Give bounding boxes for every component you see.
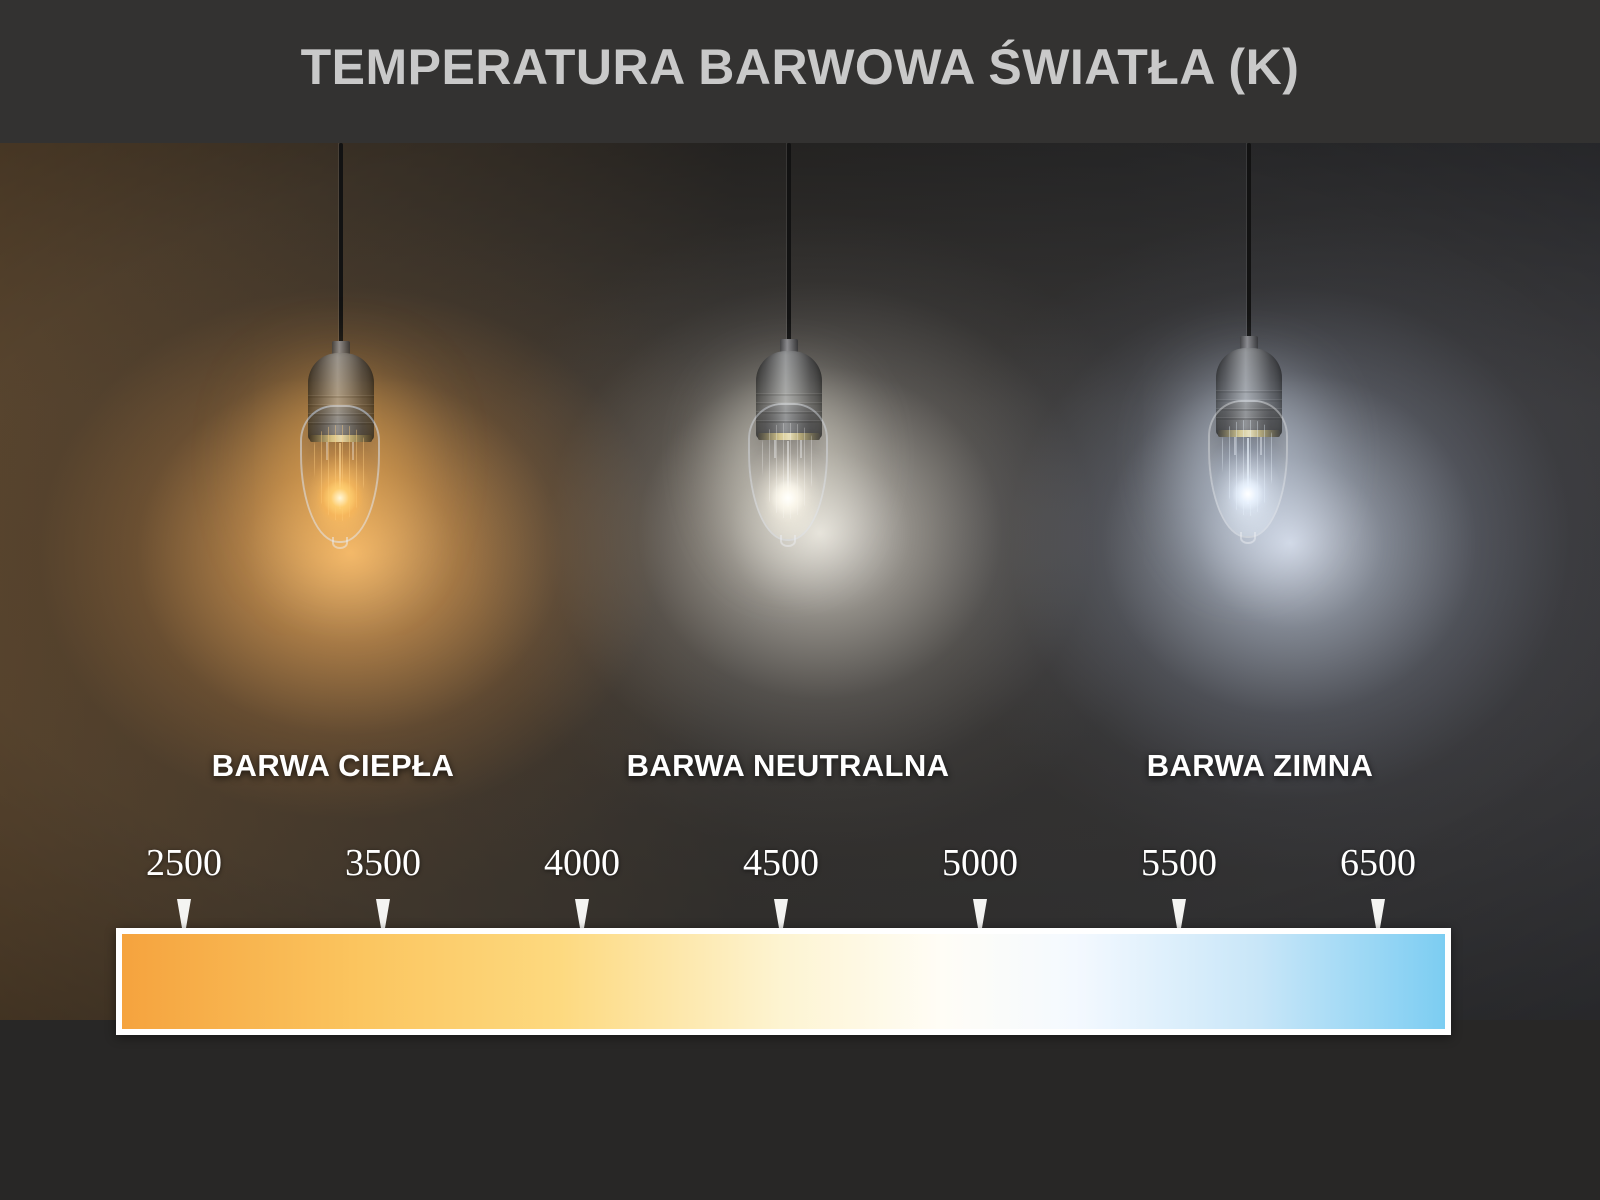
lamp-cord-icon	[786, 143, 791, 346]
bulb-filament-glow-warm	[316, 473, 364, 523]
bulb-tip-cool	[1240, 532, 1256, 544]
header-bar: TEMPERATURA BARWOWA ŚWIATŁA (K)	[0, 0, 1600, 143]
vignette-overlay	[0, 143, 1600, 1020]
tick-label-6500: 6500	[1340, 842, 1416, 884]
tick-label-4000: 4000	[544, 842, 620, 884]
tick-label-4500: 4500	[743, 842, 819, 884]
tick-label-2500: 2500	[146, 842, 222, 884]
lamp-cord-icon	[338, 143, 343, 348]
tick-label-5500: 5500	[1141, 842, 1217, 884]
bulb-filament-glow-cool	[1226, 471, 1270, 517]
footer-band	[0, 1020, 1600, 1200]
tick-label-3500: 3500	[345, 842, 421, 884]
color-temperature-bar-frame	[116, 928, 1451, 1035]
bulb-tip-warm	[332, 537, 348, 549]
lamp-cord-icon	[1246, 143, 1251, 343]
bulb-filament-glow-neutral	[764, 473, 812, 523]
tick-label-5000: 5000	[942, 842, 1018, 884]
color-temperature-gradient	[122, 934, 1445, 1029]
bulb-tip-neutral	[780, 535, 796, 547]
page-title: TEMPERATURA BARWOWA ŚWIATŁA (K)	[300, 39, 1300, 95]
